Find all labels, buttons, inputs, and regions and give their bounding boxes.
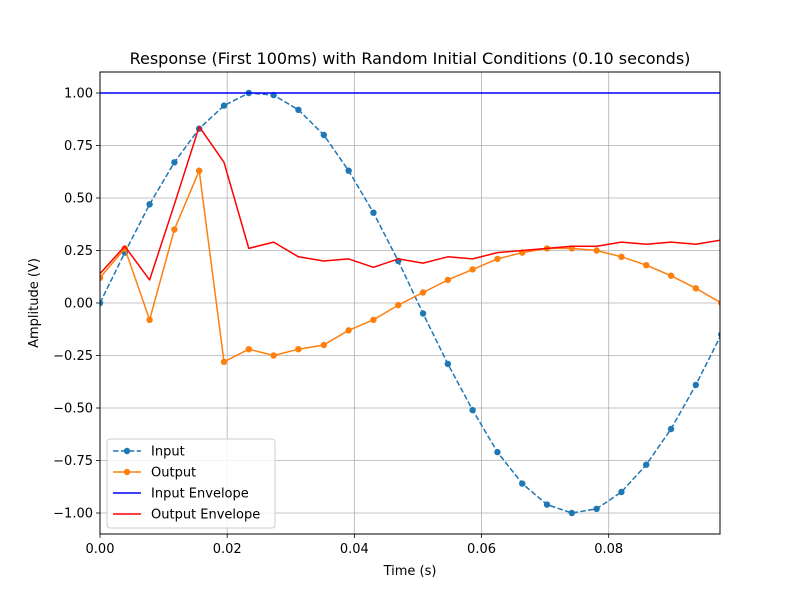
series-layer [100, 89, 720, 517]
input-point [593, 505, 600, 512]
y-tick-label: −1.00 [53, 507, 93, 522]
input-point [692, 381, 700, 389]
output-point [171, 226, 178, 233]
input-point [171, 159, 178, 166]
legend-marker-output [123, 468, 131, 476]
legend: Input Output Input Envelope Output Envelope [106, 438, 276, 529]
x-tick-label: 0.00 [86, 542, 115, 557]
x-tick-label: 0.02 [213, 542, 242, 557]
input-point [345, 167, 352, 174]
y-tick-label: −0.50 [53, 402, 93, 417]
x-tick-label: 0.08 [594, 542, 623, 557]
input-point [543, 501, 551, 508]
input-point [320, 131, 328, 139]
input-point [100, 299, 104, 307]
y-tick-label: −0.75 [53, 454, 93, 469]
y-axis-label: Amplitude (V) [27, 258, 42, 348]
legend-label-input-envelope: Input Envelope [151, 487, 249, 502]
input-point [519, 480, 526, 487]
y-tick-label: 0.50 [64, 192, 93, 207]
legend-marker-input [123, 447, 131, 455]
y-tick-label: −0.25 [53, 349, 93, 364]
chart-title: Response (First 100ms) with Random Initi… [130, 49, 691, 68]
y-tick-label: 0.75 [64, 139, 93, 154]
legend-label-input: Input [151, 445, 185, 460]
legend-label-output-envelope: Output Envelope [151, 508, 260, 523]
axis-ticks: 0.00 0.02 0.04 0.06 0.08 −1.00 −0.75 −0.50 −0.25… [53, 87, 623, 558]
input-point [494, 448, 501, 456]
y-tick-label: 0.00 [64, 297, 93, 312]
output-point [643, 262, 650, 269]
output-point [395, 301, 402, 309]
input-point [618, 488, 625, 496]
output-point [667, 272, 675, 279]
output-point [419, 289, 427, 296]
input-point [444, 360, 452, 368]
y-tick-label: 0.25 [64, 244, 93, 259]
output-point [370, 316, 377, 323]
legend-box [106, 438, 276, 529]
output-line [100, 169, 720, 363]
x-tick-label: 0.06 [467, 542, 496, 557]
input-point [568, 509, 576, 517]
output-point [245, 346, 252, 353]
input-point [419, 310, 427, 317]
input-point [643, 461, 650, 468]
output-point [692, 285, 700, 292]
output-point [196, 167, 203, 174]
output-point [618, 253, 625, 260]
output-point [270, 352, 277, 359]
output-point [593, 247, 600, 254]
x-axis-label: Time (s) [383, 564, 437, 579]
x-tick-label: 0.04 [340, 542, 369, 557]
input-point [469, 406, 476, 414]
input-line [100, 92, 720, 514]
output-point [320, 341, 328, 349]
output-point [494, 255, 501, 263]
legend-label-output: Output [151, 466, 196, 481]
output-point [444, 276, 452, 284]
output-point [146, 316, 153, 323]
input-point [295, 106, 302, 114]
output-envelope-line [100, 125, 720, 281]
input-point [220, 102, 228, 109]
output-point [220, 358, 228, 365]
output-point [469, 266, 476, 273]
output-point [345, 327, 352, 334]
output-point [295, 346, 302, 353]
input-point [146, 201, 153, 208]
input-point [370, 209, 377, 216]
y-tick-label: 1.00 [64, 87, 93, 102]
output-point [121, 245, 128, 252]
input-point [667, 425, 675, 433]
output-point [100, 274, 104, 281]
